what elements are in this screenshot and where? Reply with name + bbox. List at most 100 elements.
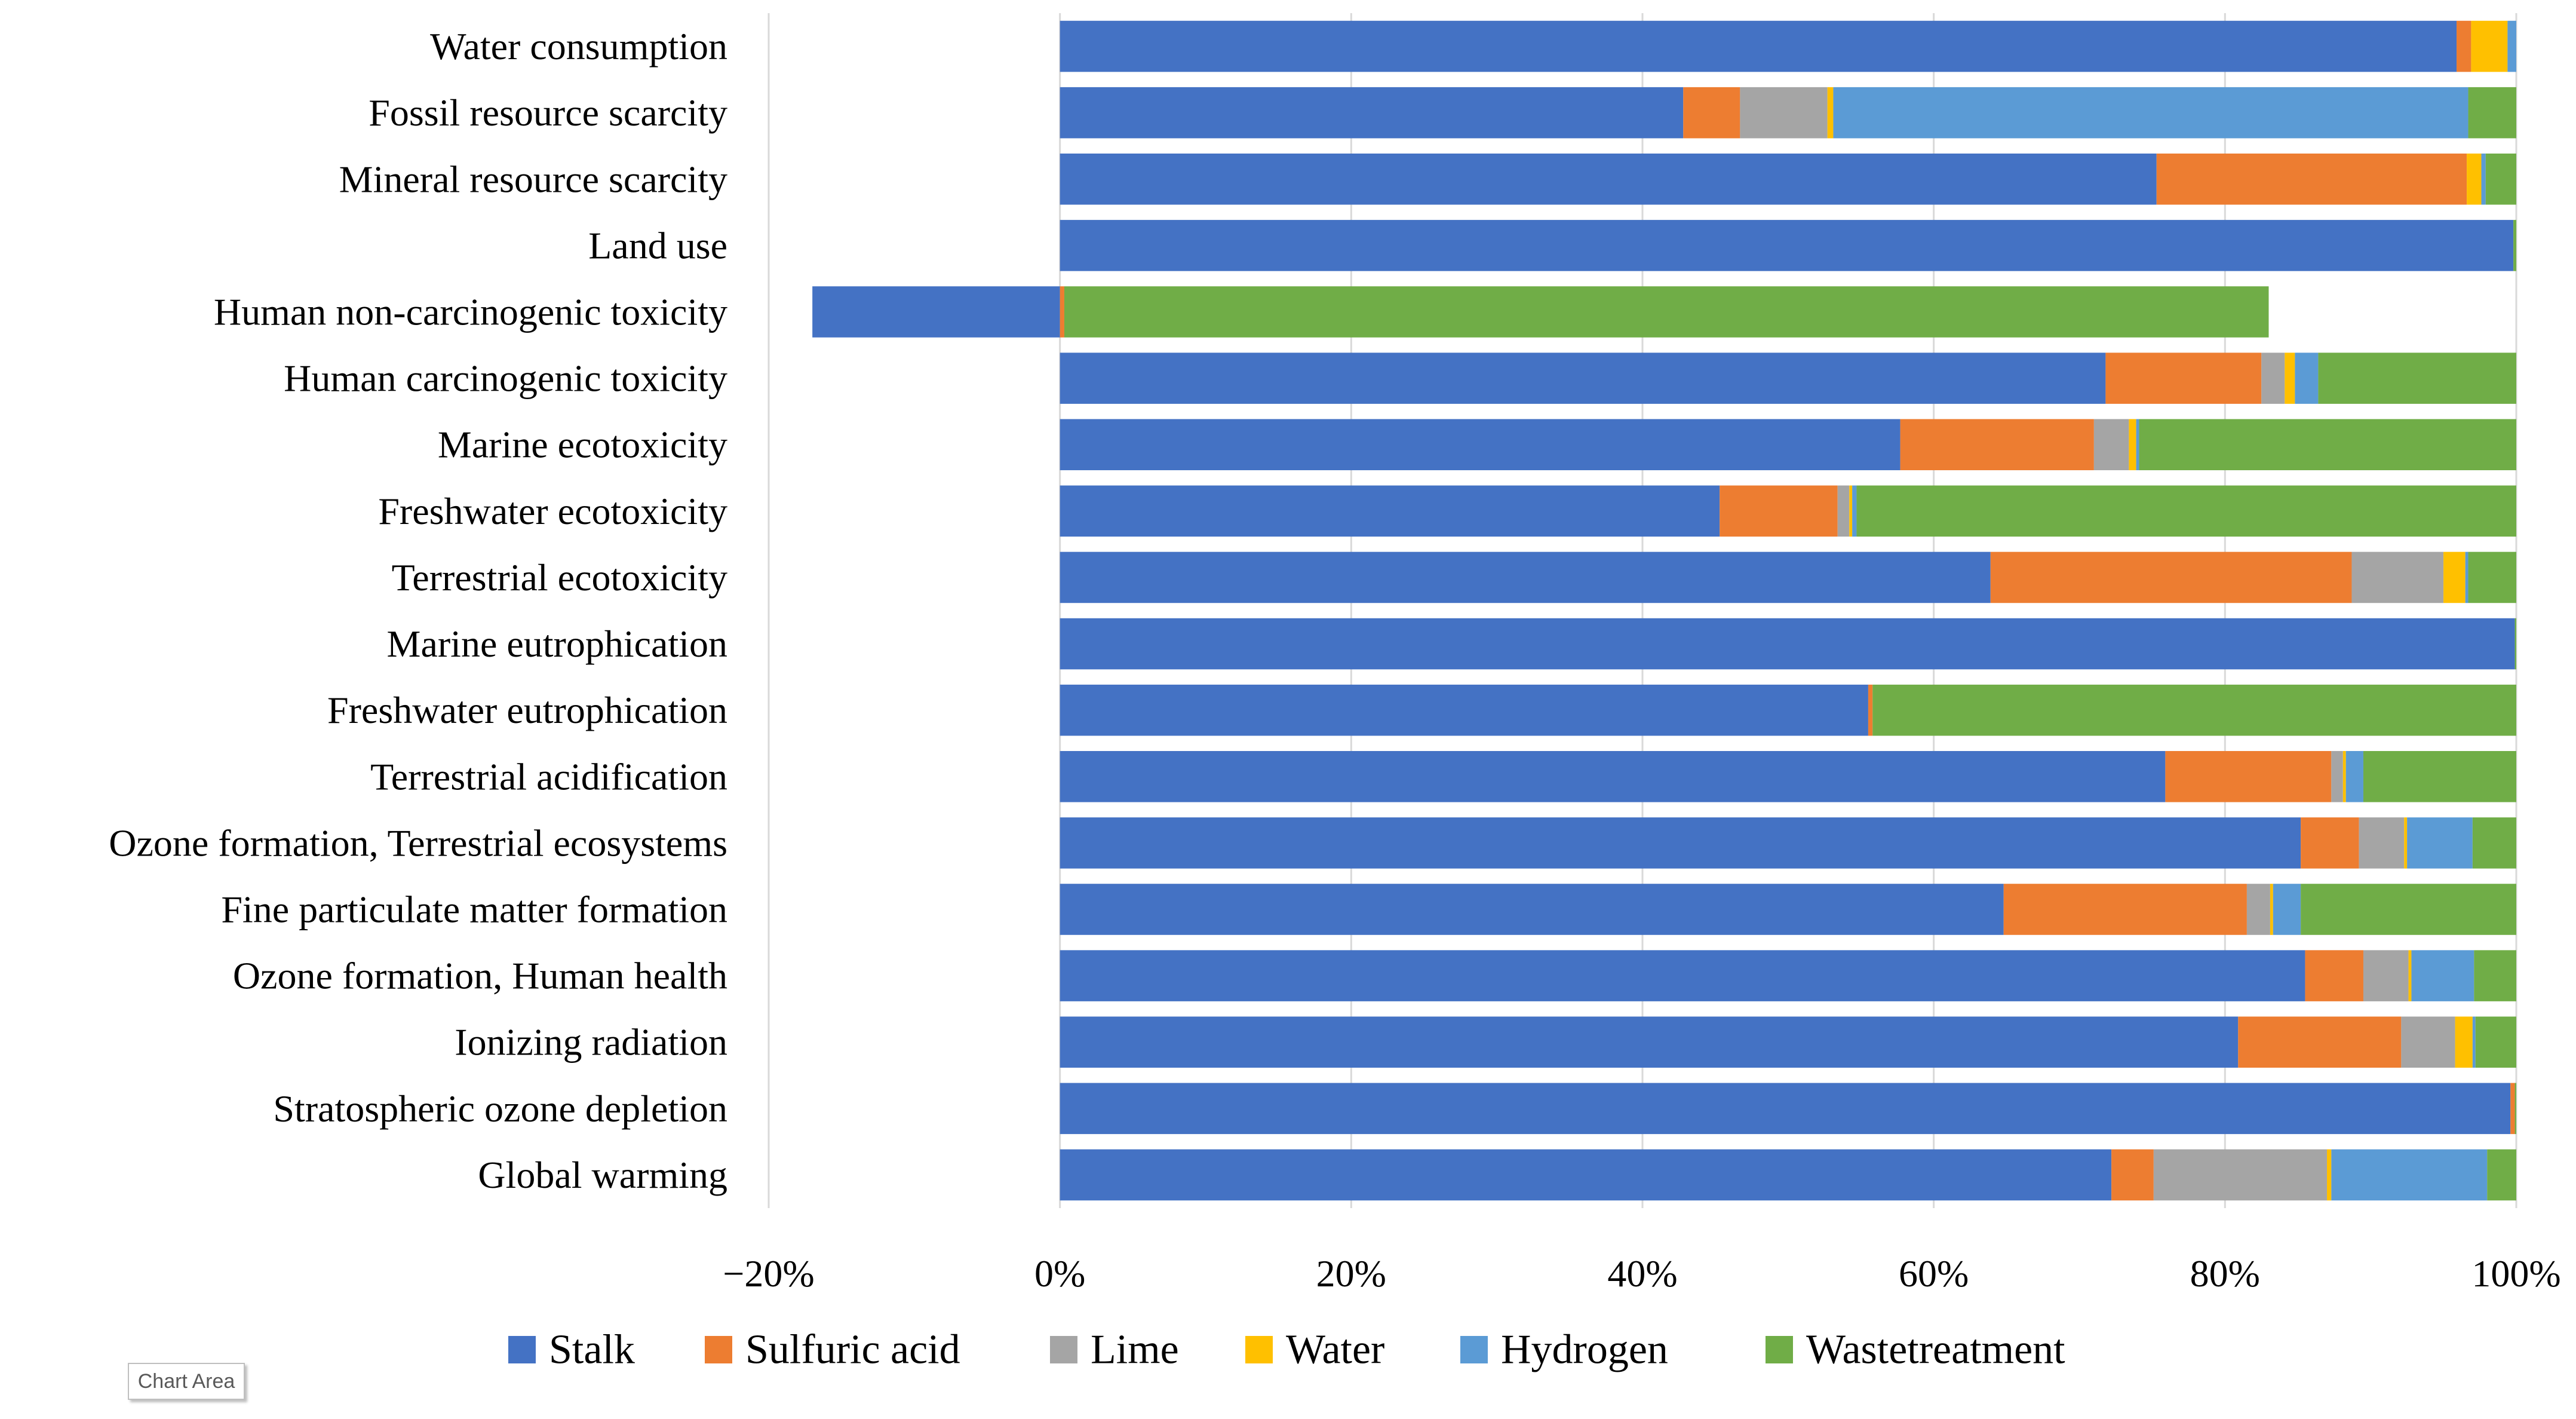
- bar-global-warming-lime: [2153, 1149, 2328, 1201]
- gridlines: [767, 13, 2517, 1208]
- bar-terrestrial-ecotoxicity-sulfuric-acid: [1990, 551, 2352, 603]
- bar-freshwater-eutrophication-wastetreatment: [1872, 684, 2516, 736]
- bar-terrestrial-ecotoxicity-hydrogen: [2465, 551, 2468, 603]
- bar-freshwater-eutrophication-stalk: [1060, 684, 1868, 736]
- bar-ionizing-radiation-stalk: [1060, 1016, 2239, 1068]
- x-tick-label: 80%: [2190, 1252, 2260, 1295]
- bar-marine-ecotoxicity-hydrogen: [2136, 419, 2139, 470]
- bar-fossil-resource-scarcity-sulfuric-acid: [1683, 87, 1740, 139]
- bar-marine-ecotoxicity-wastetreatment: [2139, 419, 2516, 470]
- category-label-fine-particulate-matter-formation: Fine particulate matter formation: [221, 888, 727, 931]
- bar-ozone-formation-human-health-water: [2408, 950, 2412, 1001]
- bar-fossil-resource-scarcity-hydrogen: [1833, 87, 2468, 139]
- bar-ozone-formation-human-health-hydrogen: [2411, 950, 2474, 1001]
- bar-terrestrial-ecotoxicity-water: [2443, 551, 2466, 603]
- bar-water-consumption-hydrogen: [2507, 20, 2516, 72]
- bar-ionizing-radiation-sulfuric-acid: [2238, 1016, 2402, 1068]
- bar-terrestrial-ecotoxicity-stalk: [1060, 551, 1991, 603]
- bar-ionizing-radiation-wastetreatment: [2475, 1016, 2516, 1068]
- category-label-terrestrial-acidification: Terrestrial acidification: [370, 755, 727, 798]
- legend-swatch-stalk: [508, 1336, 536, 1363]
- category-label-fossil-resource-scarcity: Fossil resource scarcity: [369, 91, 727, 134]
- bar-water-consumption-sulfuric-acid: [2457, 20, 2471, 72]
- bar-ozone-formation-human-health-stalk: [1060, 950, 2305, 1001]
- chart-area-tooltip: Chart Area: [128, 1363, 245, 1400]
- bar-human-carcinogenic-toxicity-stalk: [1060, 353, 2106, 404]
- bar-global-warming-water: [2327, 1149, 2332, 1201]
- bar-marine-eutrophication-stalk: [1060, 618, 2515, 670]
- bar-global-warming-sulfuric-acid: [2111, 1149, 2154, 1201]
- legend-swatch-hydrogen: [1460, 1336, 1488, 1363]
- bar-freshwater-ecotoxicity-stalk: [1060, 485, 1720, 537]
- bar-human-non-carcinogenic-toxicity-wastetreatment: [1064, 286, 2269, 338]
- bar-fossil-resource-scarcity-stalk: [1060, 87, 1684, 139]
- category-label-freshwater-eutrophication: Freshwater eutrophication: [327, 689, 727, 731]
- bar-human-carcinogenic-toxicity-sulfuric-acid: [2105, 353, 2262, 404]
- bar-human-carcinogenic-toxicity-wastetreatment: [2318, 353, 2516, 404]
- category-label-freshwater-ecotoxicity: Freshwater ecotoxicity: [378, 490, 727, 532]
- bar-terrestrial-ecotoxicity-lime: [2351, 551, 2444, 603]
- legend-label-stalk: Stalk: [549, 1327, 635, 1373]
- category-label-marine-eutrophication: Marine eutrophication: [387, 623, 727, 665]
- bar-stratospheric-ozone-depletion-sulfuric-acid: [2510, 1083, 2515, 1135]
- bar-ionizing-radiation-lime: [2401, 1016, 2455, 1068]
- bar-terrestrial-acidification-water: [2342, 751, 2346, 802]
- legend-label-wastetreatment: Wastetreatment: [1806, 1327, 2065, 1373]
- bar-human-carcinogenic-toxicity-lime: [2261, 353, 2285, 404]
- bar-freshwater-ecotoxicity-lime: [1837, 485, 1850, 537]
- category-label-mineral-resource-scarcity: Mineral resource scarcity: [339, 158, 727, 200]
- bar-human-carcinogenic-toxicity-water: [2285, 353, 2295, 404]
- x-tick-label: −20%: [723, 1252, 814, 1295]
- legend-swatch-wastetreatment: [1766, 1336, 1793, 1363]
- bar-ozone-formation-human-health-lime: [2363, 950, 2409, 1001]
- bar-human-carcinogenic-toxicity-hydrogen: [2295, 353, 2319, 404]
- legend-swatch-lime: [1050, 1336, 1077, 1363]
- bar-terrestrial-acidification-wastetreatment: [2363, 751, 2516, 802]
- legend-item-stalk: Stalk: [508, 1327, 635, 1373]
- legend-label-lime: Lime: [1091, 1327, 1179, 1373]
- bar-land-use-wastetreatment: [2513, 220, 2516, 271]
- bar-terrestrial-acidification-lime: [2331, 751, 2343, 802]
- legend-swatch-sulfuric-acid: [705, 1336, 732, 1363]
- bar-terrestrial-acidification-hydrogen: [2345, 751, 2363, 802]
- bar-mineral-resource-scarcity-stalk: [1060, 154, 2157, 205]
- x-tick-label: 100%: [2471, 1252, 2560, 1295]
- bar-fine-particulate-matter-formation-hydrogen: [2273, 884, 2301, 935]
- legend-label-sulfuric-acid: Sulfuric acid: [745, 1327, 960, 1373]
- bar-marine-ecotoxicity-water: [2129, 419, 2136, 470]
- bar-ionizing-radiation-hydrogen: [2472, 1016, 2476, 1068]
- bar-human-non-carcinogenic-toxicity-sulfuric-acid: [1060, 286, 1064, 338]
- bar-mineral-resource-scarcity-wastetreatment: [2485, 154, 2516, 205]
- legend-item-sulfuric-acid: Sulfuric acid: [705, 1327, 960, 1373]
- bar-stratospheric-ozone-depletion-wastetreatment: [2514, 1083, 2516, 1135]
- bar-fine-particulate-matter-formation-sulfuric-acid: [2003, 884, 2247, 935]
- bar-fossil-resource-scarcity-lime: [1740, 87, 1828, 139]
- bar-freshwater-eutrophication-sulfuric-acid: [1868, 684, 1873, 736]
- bar-water-consumption-water: [2471, 20, 2508, 72]
- bar-marine-ecotoxicity-stalk: [1060, 419, 1900, 470]
- bar-ozone-formation-human-health-wastetreatment: [2474, 950, 2516, 1001]
- category-labels: Water consumption Fossil resource scarcit…: [109, 25, 727, 1196]
- bar-freshwater-ecotoxicity-water: [1849, 485, 1853, 537]
- bar-ozone-formation-human-health-sulfuric-acid: [2305, 950, 2363, 1001]
- bar-land-use-stalk: [1060, 220, 2514, 271]
- bar-fine-particulate-matter-formation-wastetreatment: [2301, 884, 2516, 935]
- category-label-water-consumption: Water consumption: [430, 25, 727, 68]
- bar-mineral-resource-scarcity-hydrogen: [2481, 154, 2486, 205]
- category-label-terrestrial-ecotoxicity: Terrestrial ecotoxicity: [392, 556, 727, 599]
- legend-label-hydrogen: Hydrogen: [1501, 1327, 1668, 1373]
- bar-global-warming-wastetreatment: [2487, 1149, 2516, 1201]
- bars: [812, 20, 2516, 1201]
- bar-ozone-formation-terrestrial-ecosystems-hydrogen: [2407, 817, 2473, 869]
- legend-item-hydrogen: Hydrogen: [1460, 1327, 1668, 1373]
- bar-stratospheric-ozone-depletion-stalk: [1060, 1083, 2511, 1135]
- category-label-land-use: Land use: [588, 224, 727, 266]
- bar-ionizing-radiation-water: [2455, 1016, 2473, 1068]
- bar-terrestrial-acidification-sulfuric-acid: [2165, 751, 2332, 802]
- bar-terrestrial-ecotoxicity-wastetreatment: [2468, 551, 2516, 603]
- legend-item-wastetreatment: Wastetreatment: [1766, 1327, 2065, 1373]
- bar-human-non-carcinogenic-toxicity-stalk: [812, 286, 1060, 338]
- bar-global-warming-stalk: [1060, 1149, 2112, 1201]
- category-label-marine-ecotoxicity: Marine ecotoxicity: [438, 424, 727, 466]
- x-tick-label: 60%: [1899, 1252, 1969, 1295]
